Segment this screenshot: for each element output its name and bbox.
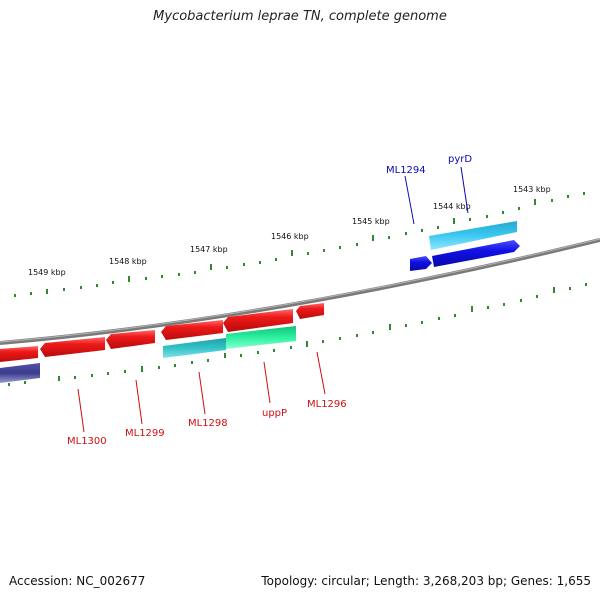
- genome-backbone: [0, 238, 600, 345]
- gene-label-ML1296[interactable]: ML1296: [307, 399, 347, 410]
- gene-pyrD-feature-cyan[interactable]: [429, 221, 517, 250]
- kbp-label: 1548 kbp: [109, 257, 147, 266]
- gene-ML1298-feature-teal[interactable]: [163, 338, 226, 358]
- gene-label-ML1299[interactable]: ML1299: [125, 428, 165, 439]
- gene-pyrD-arrow[interactable]: [432, 240, 520, 267]
- gene-ML1298-arrow[interactable]: [161, 320, 223, 340]
- gene-ML1294-arrow[interactable]: [410, 256, 432, 271]
- leader-line-ML1300: [77, 388, 85, 433]
- leader-line-uppP: [263, 361, 271, 404]
- kbp-label: 1547 kbp: [190, 245, 228, 254]
- genome-summary-text: Topology: circular; Length: 3,268,203 bp…: [261, 574, 591, 588]
- scale-labels: 1543 kbp 1544 kbp 1545 kbp 1546 kbp 1547…: [28, 185, 551, 277]
- kbp-label: 1549 kbp: [28, 268, 66, 277]
- gene-label-ML1294[interactable]: ML1294: [386, 165, 426, 176]
- gene-label-uppP[interactable]: uppP: [262, 408, 287, 419]
- gene-label-ML1298[interactable]: ML1298: [188, 418, 228, 429]
- forward-ticks: [14, 192, 585, 297]
- leader-line-ML1299: [135, 379, 143, 425]
- leader-line-pyrD: [460, 166, 469, 214]
- gene-partial-navy-feature[interactable]: [0, 363, 40, 383]
- gene-uppP-arrow[interactable]: [223, 309, 293, 332]
- genome-backbone-highlight: [0, 238, 600, 343]
- accession-text: Accession: NC_002677: [9, 574, 146, 588]
- leader-line-ML1294: [404, 175, 415, 225]
- gene-uppP-feature-green[interactable]: [226, 326, 296, 349]
- leader-line-ML1296: [316, 351, 326, 395]
- gene-label-ML1300[interactable]: ML1300: [67, 436, 107, 447]
- reverse-ticks: [8, 283, 587, 386]
- kbp-label: 1544 kbp: [433, 202, 471, 211]
- gene-ML1299-arrow[interactable]: [106, 330, 155, 349]
- gene-label-pyrD[interactable]: pyrD: [448, 154, 472, 165]
- kbp-label: 1545 kbp: [352, 217, 390, 226]
- kbp-label: 1546 kbp: [271, 232, 309, 241]
- map-title: Mycobacterium leprae TN, complete genome: [153, 9, 447, 24]
- gene-partial-red-arrow[interactable]: [0, 346, 38, 362]
- leader-line-ML1298: [198, 371, 206, 415]
- kbp-label: 1543 kbp: [513, 185, 551, 194]
- gene-ML1300-arrow[interactable]: [40, 337, 105, 357]
- gene-ML1296-arrow[interactable]: [296, 303, 324, 319]
